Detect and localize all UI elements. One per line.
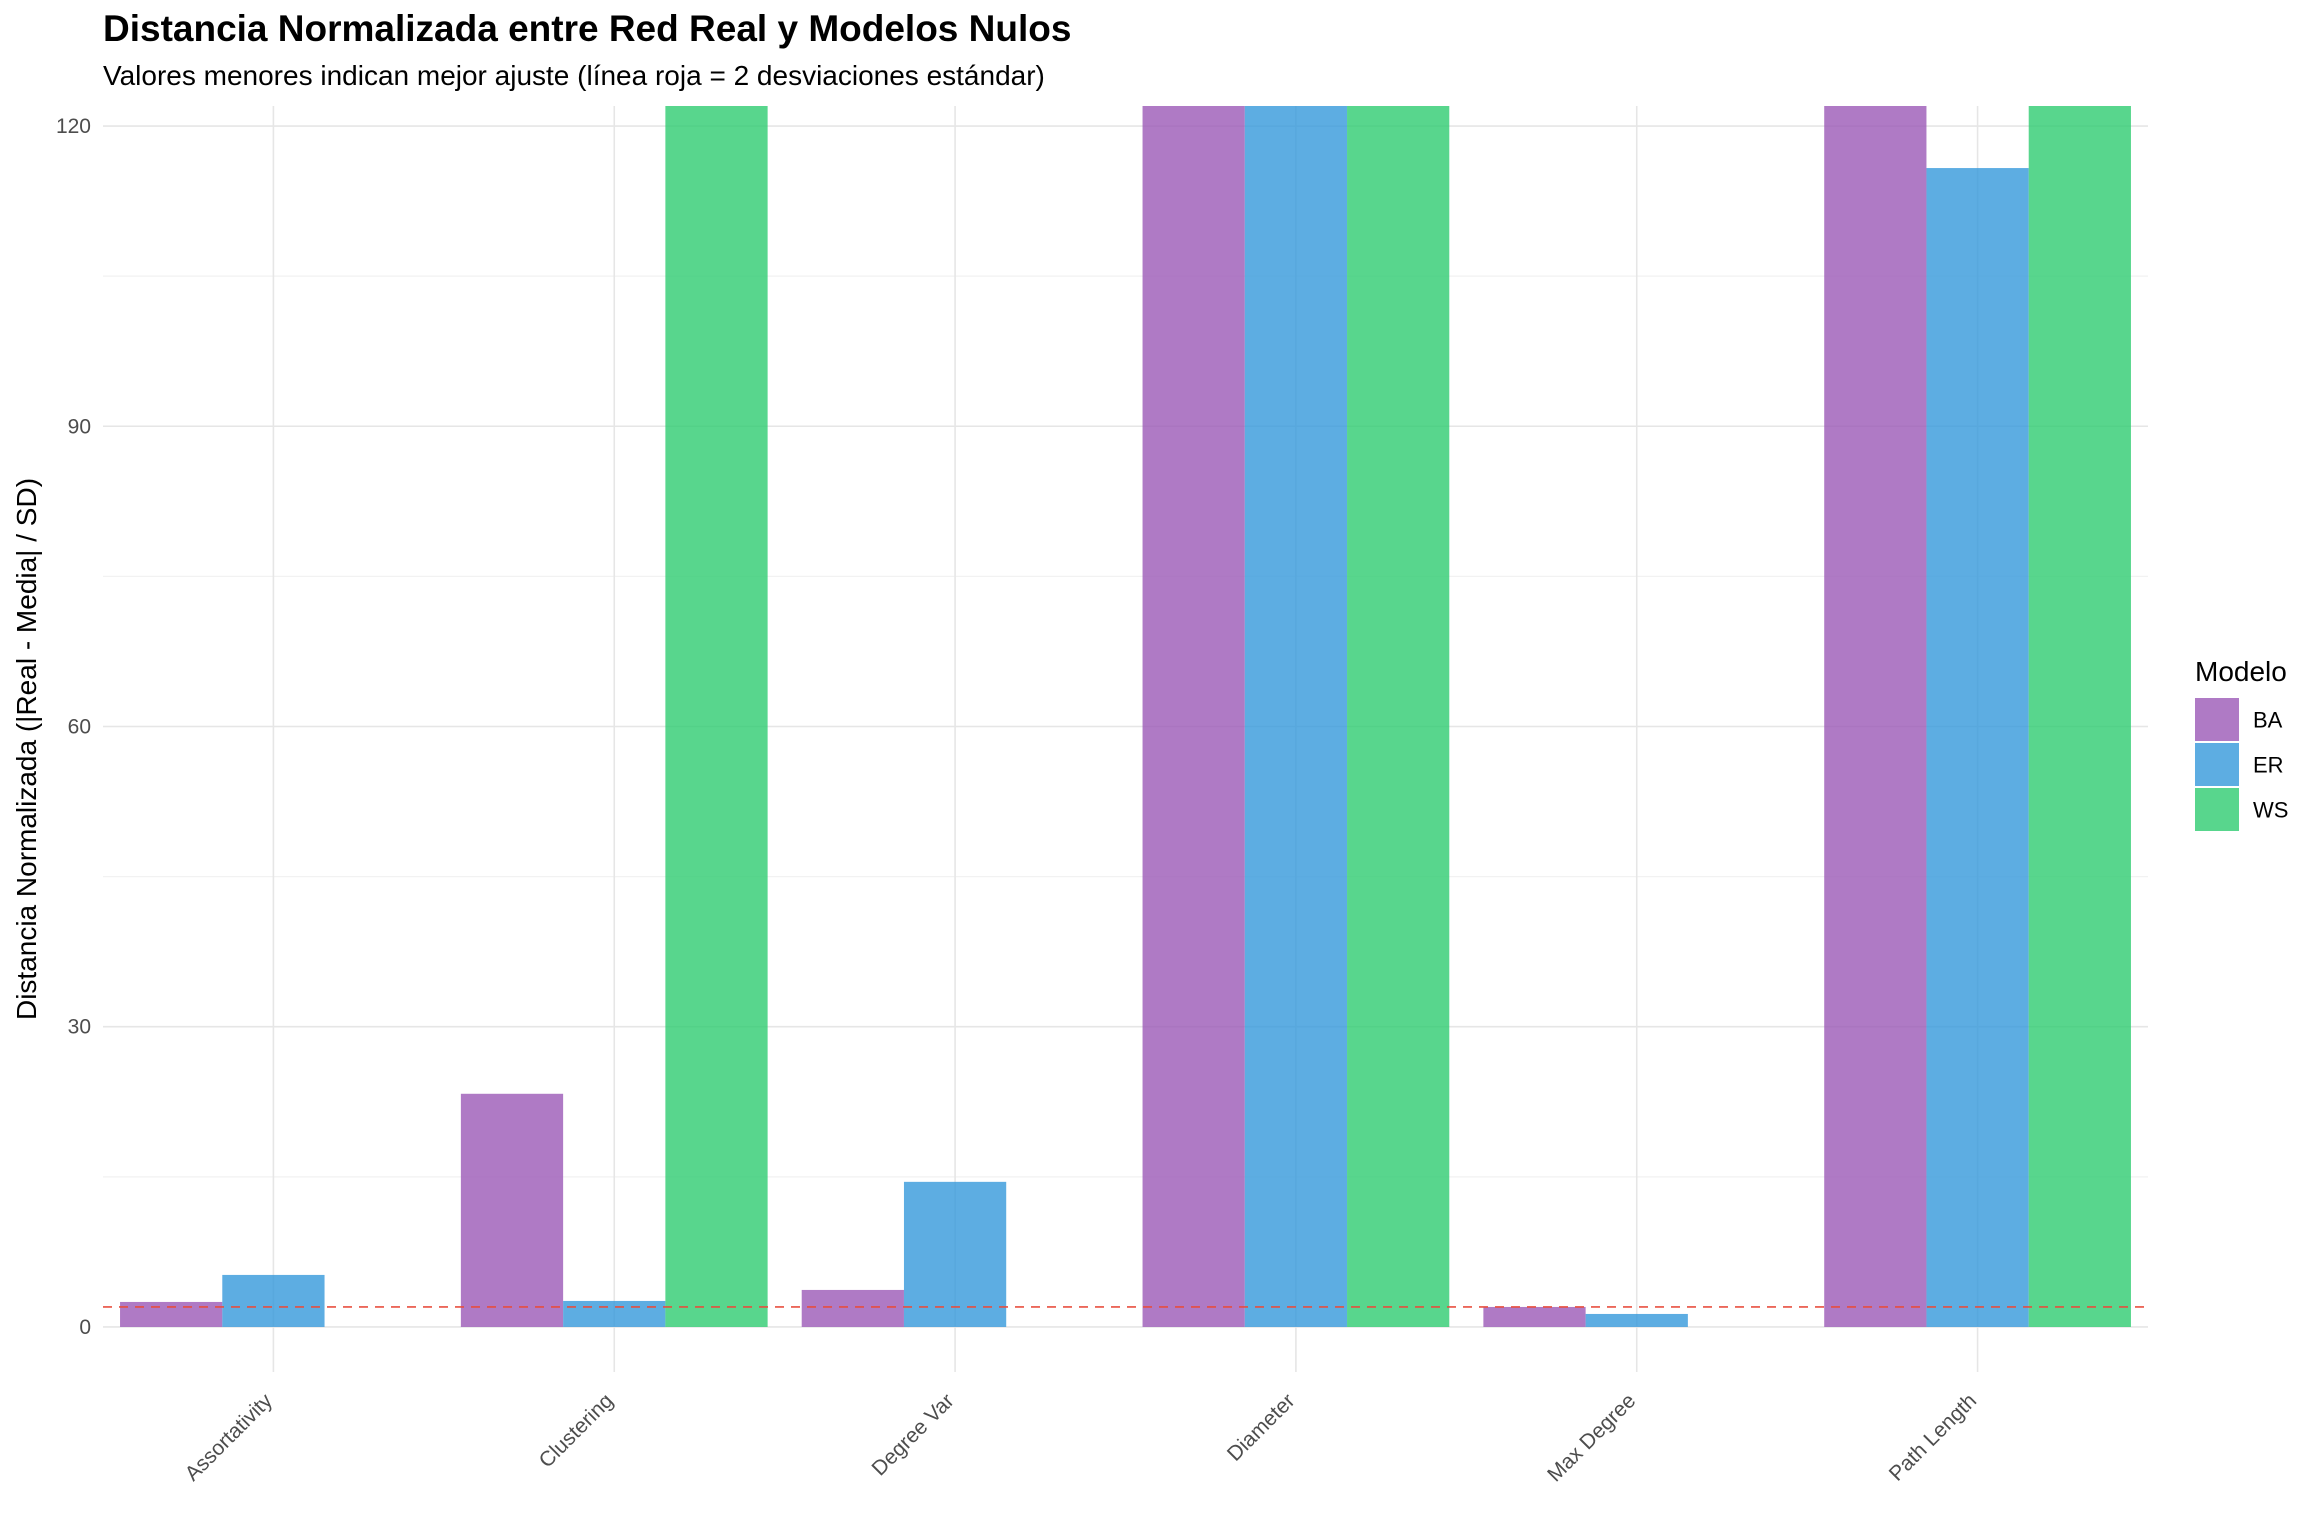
bar-ba-assortativity (120, 1301, 223, 1327)
bar-ba-degree-var (801, 1289, 904, 1327)
y-axis-title: Distancia Normalizada (|Real - Media| / … (11, 478, 42, 1020)
legend: Modelo BA ER WS (2195, 656, 2288, 831)
legend-key-ws (2195, 788, 2239, 831)
legend-label-ba: BA (2253, 708, 2283, 733)
bar-ba-path-length (1824, 106, 1927, 1327)
y-tick-label: 90 (68, 415, 91, 438)
bar-er-max-degree (1585, 1313, 1688, 1327)
legend-label-er: ER (2253, 753, 2284, 778)
x-tick-label: Diameter (1223, 1389, 1300, 1466)
bar-er-path-length (1926, 168, 2029, 1327)
y-tick-label: 0 (79, 1316, 91, 1339)
bar-er-diameter (1244, 106, 1348, 1327)
bar-ba-max-degree (1483, 1306, 1586, 1327)
bar-ws-path-length (2028, 106, 2131, 1327)
chart-subtitle: Valores menores indican mejor ajuste (lí… (103, 60, 1045, 91)
bar-ba-clustering (460, 1093, 564, 1327)
x-axis-ticks: Assortativity Clustering Degree Var Diamete… (181, 1389, 1981, 1486)
legend-key-er (2195, 743, 2239, 786)
bar-ba-diameter (1142, 106, 1245, 1327)
bars-layer (120, 106, 2131, 1327)
x-tick-label: Degree Var (868, 1389, 959, 1480)
x-tick-label: Path Length (1885, 1389, 1981, 1485)
y-tick-label: 30 (68, 1016, 91, 1039)
bar-er-assortativity (222, 1274, 325, 1327)
legend-key-ba (2195, 698, 2239, 741)
x-tick-label: Clustering (535, 1389, 618, 1472)
x-tick-label: Assortativity (181, 1389, 278, 1486)
y-tick-label: 60 (68, 715, 91, 738)
bar-ws-clustering (665, 106, 768, 1327)
legend-label-ws: WS (2253, 798, 2288, 823)
x-tick-label: Max Degree (1543, 1389, 1640, 1486)
legend-title: Modelo (2195, 656, 2287, 687)
bar-ws-diameter (1347, 106, 1450, 1327)
bar-er-clustering (563, 1300, 666, 1327)
chart-title: Distancia Normalizada entre Red Real y M… (103, 8, 1072, 49)
y-tick-label: 120 (56, 115, 91, 138)
y-axis-ticks: 0 30 60 90 120 (56, 115, 91, 1339)
bar-er-degree-var (903, 1181, 1007, 1327)
